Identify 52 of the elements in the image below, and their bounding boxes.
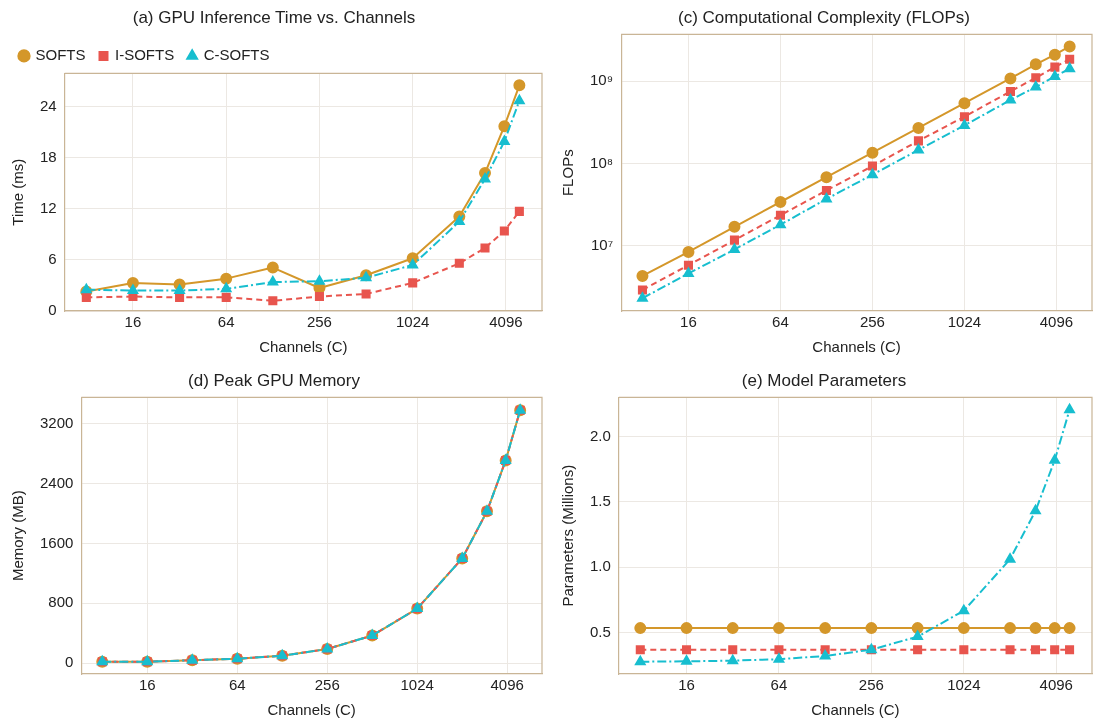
y-tick-label: 10⁷ [590, 235, 614, 253]
y-tick-label: 1600 [39, 533, 74, 551]
y-tick-label: 10⁹ [590, 71, 614, 89]
chart-title: (a) GPU Inference Time vs. Channels [132, 7, 416, 27]
y-axis-title: FLOPs [559, 149, 577, 197]
y-tick-label: 2400 [39, 473, 74, 491]
x-axis-title: Channels (C) [811, 701, 900, 719]
x-tick-label: 16 [124, 313, 142, 331]
x-axis-title: Channels (C) [812, 338, 901, 356]
y-tick-label: 0 [48, 301, 57, 319]
x-tick-label: 4096 [489, 313, 523, 331]
x-tick-label: 256 [306, 313, 332, 331]
y-axis-title: Parameters (Millions) [559, 464, 577, 607]
x-tick-label: 16 [680, 313, 697, 331]
x-tick-label: 4096 [1039, 676, 1073, 694]
x-tick-label: 64 [217, 313, 235, 331]
y-axis-title: Time (ms) [9, 158, 27, 226]
chart-title: (d) Peak GPU Memory [188, 370, 361, 390]
x-tick-label: 1024 [947, 676, 981, 694]
chart-title: (c) Computational Complexity (FLOPs) [678, 7, 970, 27]
y-tick-label: 3200 [39, 413, 74, 431]
x-tick-label: 16 [138, 676, 156, 694]
x-tick-label: 16 [678, 676, 695, 694]
y-tick-label: 800 [48, 593, 74, 611]
x-axis-title: Channels (C) [259, 338, 348, 356]
x-tick-label: 4096 [1039, 313, 1074, 331]
legend-label: I-SOFTS [115, 46, 175, 64]
x-tick-label: 4096 [490, 676, 524, 694]
x-tick-label: 64 [772, 313, 789, 331]
y-tick-label: 18 [40, 147, 57, 165]
x-tick-label: 1024 [947, 313, 982, 331]
y-tick-label: 2.0 [589, 426, 611, 444]
x-tick-label: 256 [314, 676, 340, 694]
chart-title: (e) Model Parameters [741, 370, 907, 390]
legend-label: SOFTS [35, 46, 86, 64]
y-tick-label: 0.5 [589, 622, 611, 640]
x-tick-label: 256 [858, 676, 884, 694]
y-tick-label: 24 [40, 96, 57, 114]
y-tick-label: 12 [40, 198, 57, 216]
x-tick-label: 1024 [396, 313, 430, 331]
y-tick-label: 1.5 [589, 492, 611, 510]
x-tick-label: 1024 [400, 676, 434, 694]
x-tick-label: 256 [859, 313, 885, 331]
y-tick-label: 6 [48, 250, 57, 268]
legend-label: C-SOFTS [203, 46, 270, 64]
y-tick-label: 0 [65, 653, 74, 671]
y-axis-title: Memory (MB) [9, 490, 27, 582]
y-tick-label: 10⁸ [590, 153, 614, 171]
x-tick-label: 64 [770, 676, 788, 694]
y-tick-label: 1.0 [589, 557, 611, 575]
x-tick-label: 64 [228, 676, 246, 694]
x-axis-title: Channels (C) [267, 701, 356, 719]
